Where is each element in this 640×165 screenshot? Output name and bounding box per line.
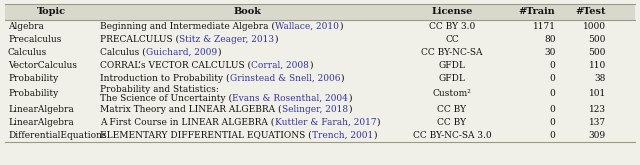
Text: ): ) [275, 35, 278, 44]
Text: Calculus (: Calculus ( [100, 48, 146, 57]
Text: CC BY: CC BY [437, 105, 467, 114]
Text: Probability: Probability [8, 74, 58, 83]
Text: 500: 500 [589, 35, 606, 44]
Text: 80: 80 [544, 35, 556, 44]
Text: Wallace, 2010: Wallace, 2010 [275, 22, 339, 31]
Text: License: License [431, 7, 473, 16]
Text: Guichard, 2009: Guichard, 2009 [146, 48, 217, 57]
Text: 500: 500 [589, 48, 606, 57]
Text: 0: 0 [550, 105, 556, 114]
Text: Introduction to Probability (: Introduction to Probability ( [100, 74, 230, 83]
Text: GFDL: GFDL [438, 61, 465, 70]
Text: ELEMENTARY DIFFERENTIAL EQUATIONS (: ELEMENTARY DIFFERENTIAL EQUATIONS ( [100, 131, 312, 140]
Text: The Science of Uncertainty (: The Science of Uncertainty ( [100, 93, 232, 102]
Text: Custom²: Custom² [433, 89, 472, 99]
Text: Probability: Probability [8, 89, 58, 99]
Text: 0: 0 [550, 74, 556, 83]
Text: 30: 30 [544, 48, 556, 57]
Text: Selinger, 2018: Selinger, 2018 [282, 105, 348, 114]
Text: #Test: #Test [575, 7, 606, 16]
Text: A First Course in LINEAR ALGEBRA (: A First Course in LINEAR ALGEBRA ( [100, 118, 275, 127]
Text: VectorCalculus: VectorCalculus [8, 61, 77, 70]
Text: ): ) [376, 118, 380, 127]
Text: 137: 137 [589, 118, 606, 127]
Text: CC BY-NC-SA 3.0: CC BY-NC-SA 3.0 [413, 131, 492, 140]
Text: Corral, 2008: Corral, 2008 [252, 61, 309, 70]
Text: GFDL: GFDL [438, 74, 465, 83]
Text: 123: 123 [589, 105, 606, 114]
Text: Kuttler & Farah, 2017: Kuttler & Farah, 2017 [275, 118, 376, 127]
Text: ): ) [217, 48, 221, 57]
Text: LinearAlgebra: LinearAlgebra [8, 105, 74, 114]
Text: #Train: #Train [519, 7, 556, 16]
Text: Algebra: Algebra [8, 22, 44, 31]
Text: 309: 309 [589, 131, 606, 140]
Text: 110: 110 [589, 61, 606, 70]
Text: 0: 0 [550, 131, 556, 140]
Text: 0: 0 [550, 118, 556, 127]
Text: 1171: 1171 [532, 22, 556, 31]
Text: 101: 101 [589, 89, 606, 99]
Text: DifferentialEquations: DifferentialEquations [8, 131, 107, 140]
Text: LinearAlgebra: LinearAlgebra [8, 118, 74, 127]
Text: Stitz & Zeager, 2013: Stitz & Zeager, 2013 [179, 35, 275, 44]
Text: Topic: Topic [37, 7, 66, 16]
Bar [5, 4, 635, 20]
Text: Matrix Theory and LINEAR ALGEBRA (: Matrix Theory and LINEAR ALGEBRA ( [100, 105, 282, 114]
Text: Probability and Statistics:: Probability and Statistics: [100, 85, 219, 94]
Text: Calculus: Calculus [8, 48, 47, 57]
Text: CORRAL’s VECTOR CALCULUS (: CORRAL’s VECTOR CALCULUS ( [100, 61, 252, 70]
Text: CC BY: CC BY [437, 118, 467, 127]
Text: Beginning and Intermediate Algebra (: Beginning and Intermediate Algebra ( [100, 22, 275, 31]
Text: ): ) [348, 105, 351, 114]
Text: ): ) [373, 131, 377, 140]
Text: Evans & Rosenthal, 2004: Evans & Rosenthal, 2004 [232, 93, 348, 102]
Text: ): ) [340, 74, 344, 83]
Text: ): ) [339, 22, 342, 31]
Text: Trench, 2001: Trench, 2001 [312, 131, 373, 140]
Text: Precalculus: Precalculus [8, 35, 61, 44]
Text: ): ) [348, 93, 352, 102]
Text: Grinstead & Snell, 2006: Grinstead & Snell, 2006 [230, 74, 340, 83]
Text: CC: CC [445, 35, 459, 44]
Text: PRECALCULUS (: PRECALCULUS ( [100, 35, 179, 44]
Text: 0: 0 [550, 61, 556, 70]
Text: CC BY-NC-SA: CC BY-NC-SA [421, 48, 483, 57]
Text: CC BY 3.0: CC BY 3.0 [429, 22, 475, 31]
Text: 1000: 1000 [583, 22, 606, 31]
Text: ): ) [309, 61, 313, 70]
Text: Book: Book [234, 7, 262, 16]
Text: 0: 0 [550, 89, 556, 99]
Text: 38: 38 [595, 74, 606, 83]
